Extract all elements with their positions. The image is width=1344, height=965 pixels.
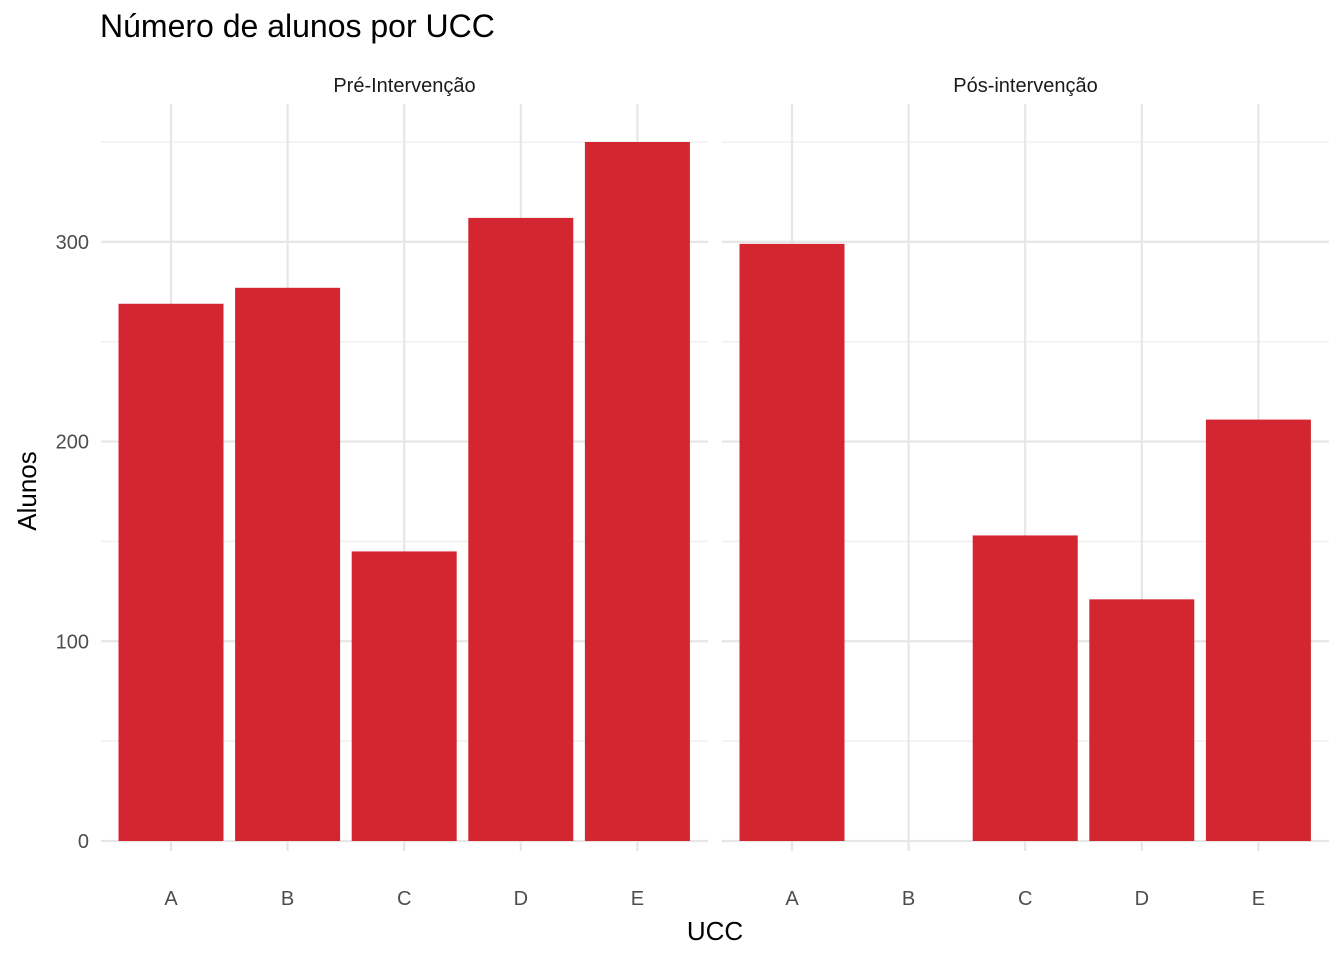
bar-c — [972, 535, 1078, 841]
bar-e — [584, 142, 690, 841]
bar-d — [468, 217, 574, 842]
x-axis-label: UCC — [687, 916, 743, 946]
chart-title: Número de alunos por UCC — [100, 8, 495, 44]
bar-e — [1205, 419, 1311, 841]
facet-label: Pós-intervenção — [953, 75, 1098, 97]
x-tick-label: B — [902, 888, 915, 910]
y-tick-label: 0 — [78, 831, 89, 853]
y-tick-label: 100 — [56, 631, 89, 653]
bar-b — [235, 287, 341, 841]
bar-a — [739, 243, 845, 842]
facet-label: Pré-Intervenção — [333, 75, 475, 97]
x-tick-label: E — [1252, 888, 1265, 910]
bar-d — [1089, 599, 1195, 841]
x-tick-label: A — [785, 888, 799, 910]
x-tick-label: E — [631, 888, 644, 910]
x-tick-label: D — [1135, 888, 1149, 910]
y-tick-label: 300 — [56, 232, 89, 254]
x-tick-label: D — [514, 888, 528, 910]
y-axis-label: Alunos — [12, 451, 42, 531]
x-tick-label: A — [164, 888, 178, 910]
bar-a — [118, 303, 224, 842]
y-tick-label: 200 — [56, 432, 89, 454]
x-tick-label: C — [1018, 888, 1032, 910]
bar-c — [351, 551, 457, 841]
x-tick-label: C — [397, 888, 411, 910]
x-tick-label: B — [281, 888, 294, 910]
